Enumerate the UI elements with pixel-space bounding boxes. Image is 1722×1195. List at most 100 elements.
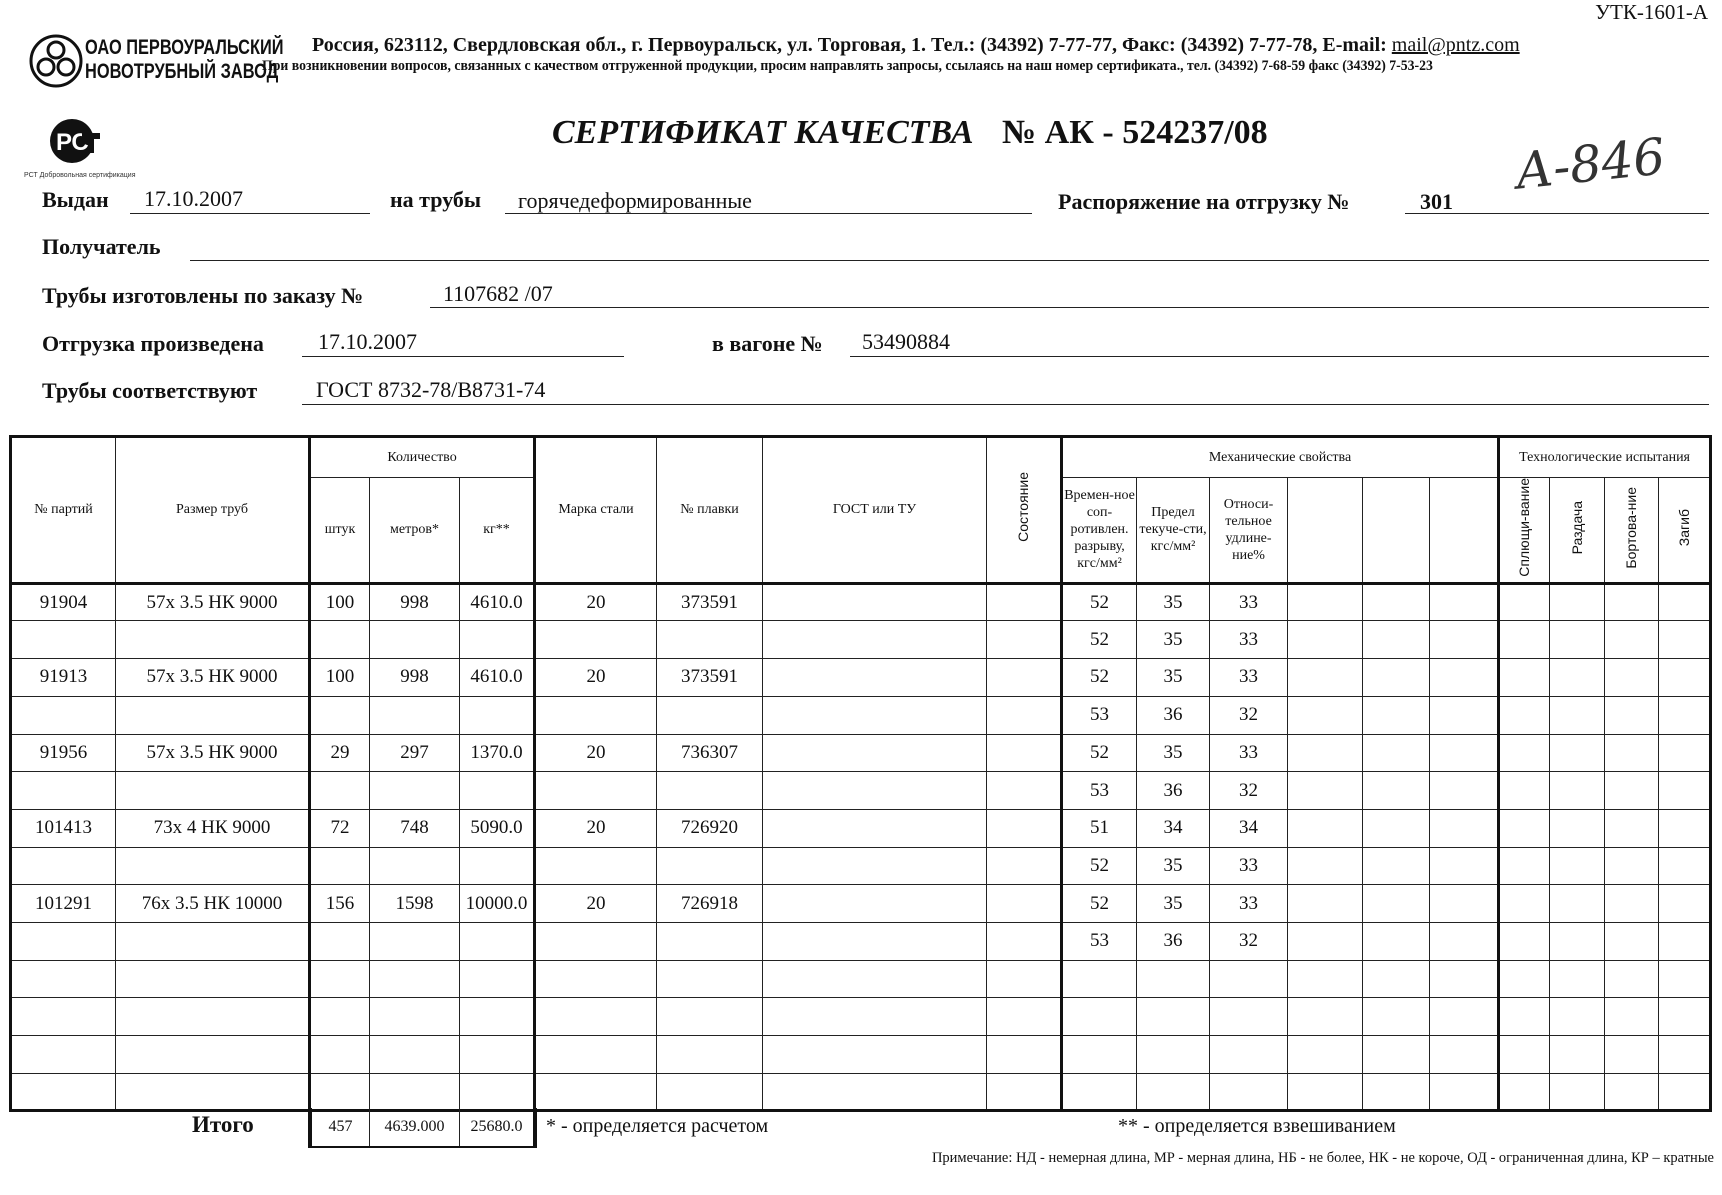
table-cell <box>656 771 764 810</box>
table-cell: 20 <box>534 733 658 773</box>
conform-label: Трубы соответствуют <box>42 378 258 403</box>
table-cell <box>1136 997 1211 1037</box>
email-link[interactable]: mail@pntz.com <box>1391 34 1520 56</box>
table-cell <box>1658 1035 1712 1074</box>
handwritten-note: А-846 <box>1512 127 1668 201</box>
table-cell <box>458 997 537 1037</box>
table-cell <box>534 959 658 999</box>
table-cell <box>762 884 988 923</box>
table-cell <box>1429 808 1501 848</box>
table-cell <box>656 1035 764 1074</box>
shipped-date: 17.10.2007 <box>318 329 417 354</box>
table-cell <box>369 1072 460 1112</box>
footnote-weighed: ** - определяется взвешиванием <box>1118 1115 1396 1137</box>
table-cell: 73x 4 НК 9000 <box>115 808 310 848</box>
table-cell <box>369 695 460 735</box>
table-cell <box>1549 808 1606 848</box>
table-cell <box>369 959 460 999</box>
table-cell <box>458 959 537 999</box>
table-cell: 52 <box>1060 733 1138 773</box>
col-empty <box>1429 477 1501 584</box>
table-cell <box>1658 695 1712 735</box>
table-cell <box>762 620 988 660</box>
col-expansion: Раздача <box>1549 477 1606 584</box>
col-batch: № партий <box>10 436 116 584</box>
table-cell <box>308 1072 370 1112</box>
table-cell <box>986 808 1063 848</box>
col-bend: Загиб <box>1658 477 1712 584</box>
table-row <box>10 1072 1712 1112</box>
table-cell: 20 <box>534 658 658 697</box>
table-cell <box>762 808 988 848</box>
table-cell <box>369 921 460 961</box>
table-cell <box>10 620 116 660</box>
table-cell <box>308 771 370 810</box>
table-cell <box>1429 921 1501 961</box>
table-cell <box>1498 771 1551 810</box>
col-quantity: Количество <box>307 436 537 478</box>
table-cell <box>115 620 310 660</box>
table-cell <box>115 695 310 735</box>
table-cell <box>1362 620 1431 660</box>
table-cell <box>1060 1072 1138 1112</box>
table-cell <box>762 771 988 810</box>
table-cell <box>1362 733 1431 773</box>
table-cell <box>656 921 764 961</box>
table-row <box>10 1035 1712 1074</box>
table-cell: 1370.0 <box>458 733 537 773</box>
table-cell <box>1429 733 1501 773</box>
table-cell <box>308 1035 370 1074</box>
table-cell <box>1362 997 1431 1037</box>
table-cell: 34 <box>1209 808 1289 848</box>
table-cell: 53 <box>1060 921 1138 961</box>
table-cell <box>10 1072 116 1112</box>
table-cell <box>1549 1072 1606 1112</box>
table-cell <box>1362 808 1431 848</box>
table-cell <box>762 959 988 999</box>
table-cell <box>1287 658 1364 697</box>
table-cell <box>1362 771 1431 810</box>
table-cell: 5090.0 <box>458 808 537 848</box>
table-cell <box>1604 771 1660 810</box>
table-cell <box>1429 695 1501 735</box>
table-cell <box>986 771 1063 810</box>
table-cell <box>1060 959 1138 999</box>
table-cell: 36 <box>1136 771 1211 810</box>
table-cell <box>1498 658 1551 697</box>
table-cell: 726920 <box>656 808 764 848</box>
table-cell <box>986 921 1063 961</box>
table-cell <box>458 620 537 660</box>
table-cell: 20 <box>534 884 658 923</box>
table-cell: 32 <box>1209 771 1289 810</box>
table-cell <box>1287 921 1364 961</box>
table-cell: 36 <box>1136 921 1211 961</box>
table-cell: 1598 <box>369 884 460 923</box>
company-logo-icon <box>29 34 83 88</box>
table-cell <box>308 997 370 1037</box>
table-cell <box>762 921 988 961</box>
table-cell <box>534 997 658 1037</box>
form-code: УТК-1601-А <box>1595 0 1708 24</box>
table-cell: 297 <box>369 733 460 773</box>
table-cell <box>308 620 370 660</box>
table-cell: 52 <box>1060 846 1138 886</box>
table-cell <box>1604 1072 1660 1112</box>
table-cell <box>1429 846 1501 886</box>
table-cell <box>1658 921 1712 961</box>
contact-note: При возникновении вопросов, связанных с … <box>262 58 1433 74</box>
table-cell <box>986 695 1063 735</box>
table-cell <box>308 959 370 999</box>
table-cell <box>458 921 537 961</box>
table-cell <box>1287 1072 1364 1112</box>
table-cell <box>1604 997 1660 1037</box>
table-cell <box>1362 582 1431 622</box>
table-cell <box>1498 846 1551 886</box>
table-cell <box>534 1072 658 1112</box>
table-cell <box>1287 808 1364 848</box>
company-name-2: НОВОТРУБНЫЙ ЗАВОД <box>85 60 279 83</box>
made-label: Трубы изготовлены по заказу № <box>42 283 364 308</box>
col-mechanical: Механические свойства <box>1060 436 1501 478</box>
table-cell <box>762 582 988 622</box>
table-cell <box>1658 582 1712 622</box>
table-cell: 53 <box>1060 771 1138 810</box>
